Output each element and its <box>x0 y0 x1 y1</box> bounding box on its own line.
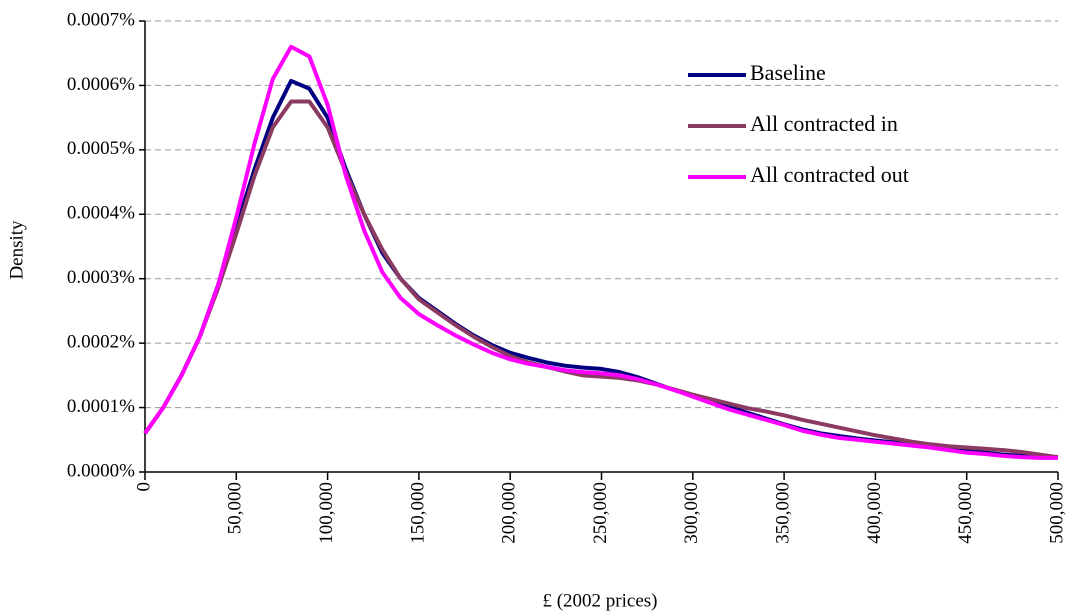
x-tick-label: 50,000 <box>225 482 246 534</box>
x-tick-label: 200,000 <box>499 482 520 544</box>
x-tick-label: 500,000 <box>1046 482 1067 544</box>
y-tick-label: 0.0003% <box>67 267 135 288</box>
y-tick-label: 0.0000% <box>67 460 135 481</box>
x-tick-label: 350,000 <box>772 482 793 544</box>
y-tick-label: 0.0006% <box>67 74 135 95</box>
y-axis-title: Density <box>6 220 27 280</box>
legend-label: Baseline <box>750 60 826 85</box>
series-line <box>143 99 1059 460</box>
x-tick-label: 300,000 <box>681 482 702 544</box>
y-tick-label: 0.0007% <box>67 9 135 30</box>
x-tick-label: 400,000 <box>864 482 885 544</box>
x-tick-label: 0 <box>133 482 154 492</box>
y-tick-label: 0.0001% <box>67 396 135 417</box>
series-line <box>143 44 1058 460</box>
x-tick-label: 250,000 <box>590 482 611 544</box>
legend-label: All contracted out <box>750 162 909 187</box>
x-tick-label: 100,000 <box>316 482 337 544</box>
x-tick-label: 150,000 <box>407 482 428 544</box>
series-line <box>143 78 1059 460</box>
y-tick-label: 0.0005% <box>67 138 135 159</box>
y-tick-label: 0.0002% <box>67 332 135 353</box>
legend-label: All contracted in <box>750 111 898 136</box>
x-tick-label: 450,000 <box>955 482 976 544</box>
y-tick-label: 0.0004% <box>67 203 135 224</box>
x-axis-title: £ (2002 prices) <box>542 590 657 611</box>
